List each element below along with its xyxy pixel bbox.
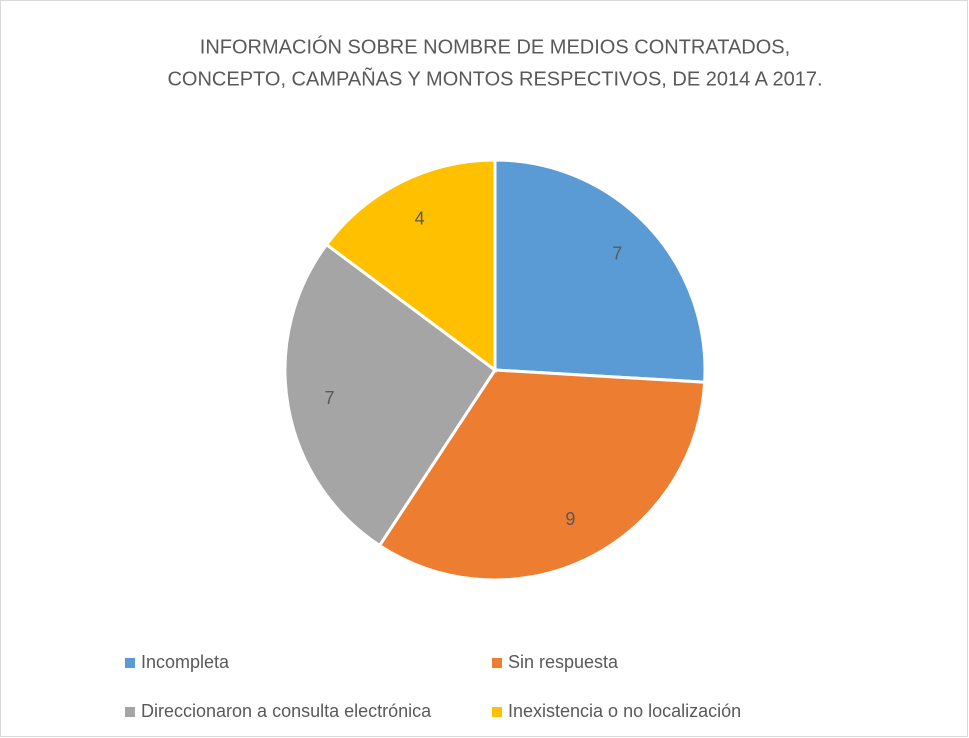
data-label: 4 bbox=[415, 209, 425, 229]
legend-label: Incompleta bbox=[141, 652, 230, 672]
data-label: 9 bbox=[565, 509, 575, 529]
chart-title: CONCEPTO, CAMPAÑAS Y MONTOS RESPECTIVOS,… bbox=[167, 66, 822, 90]
pie-slice bbox=[324, 158, 497, 373]
legend-swatch bbox=[125, 707, 135, 717]
chart-title: INFORMACIÓN SOBRE NOMBRE DE MEDIOS CONTR… bbox=[200, 35, 790, 58]
legend-label: Inexistencia o no localización bbox=[508, 701, 741, 721]
data-label: 7 bbox=[325, 388, 335, 408]
legend-swatch bbox=[492, 658, 502, 668]
legend-label: Direccionaron a consulta electrónica bbox=[141, 701, 432, 721]
pie-slice bbox=[283, 242, 498, 548]
data-label: 7 bbox=[612, 243, 622, 263]
legend-label: Sin respuesta bbox=[508, 652, 619, 672]
pie-slice bbox=[493, 158, 707, 384]
legend-swatch bbox=[492, 707, 502, 717]
legend-swatch bbox=[125, 658, 135, 668]
